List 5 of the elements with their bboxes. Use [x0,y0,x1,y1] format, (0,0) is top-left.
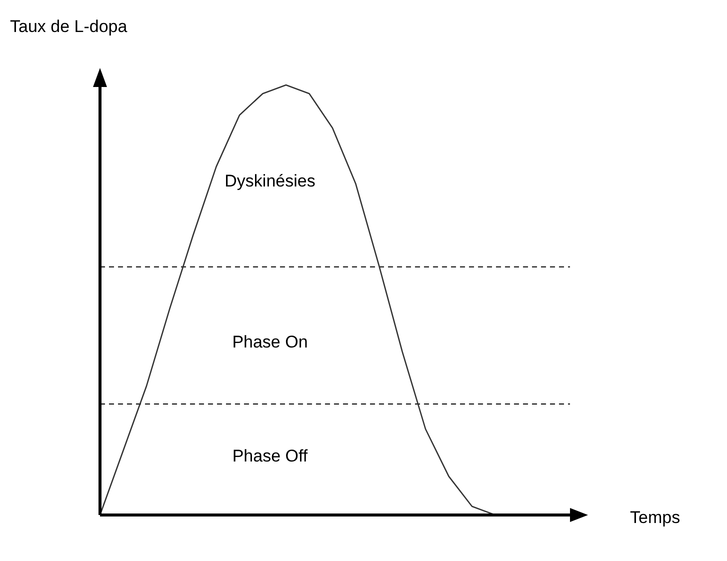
x-axis-title: Temps [630,508,680,527]
annotation: Phase On [232,332,308,352]
y-axis-title: Taux de L-dopa [10,17,128,36]
annotation: Phase Off [232,446,308,466]
annotation: Dyskinésies [224,171,316,190]
